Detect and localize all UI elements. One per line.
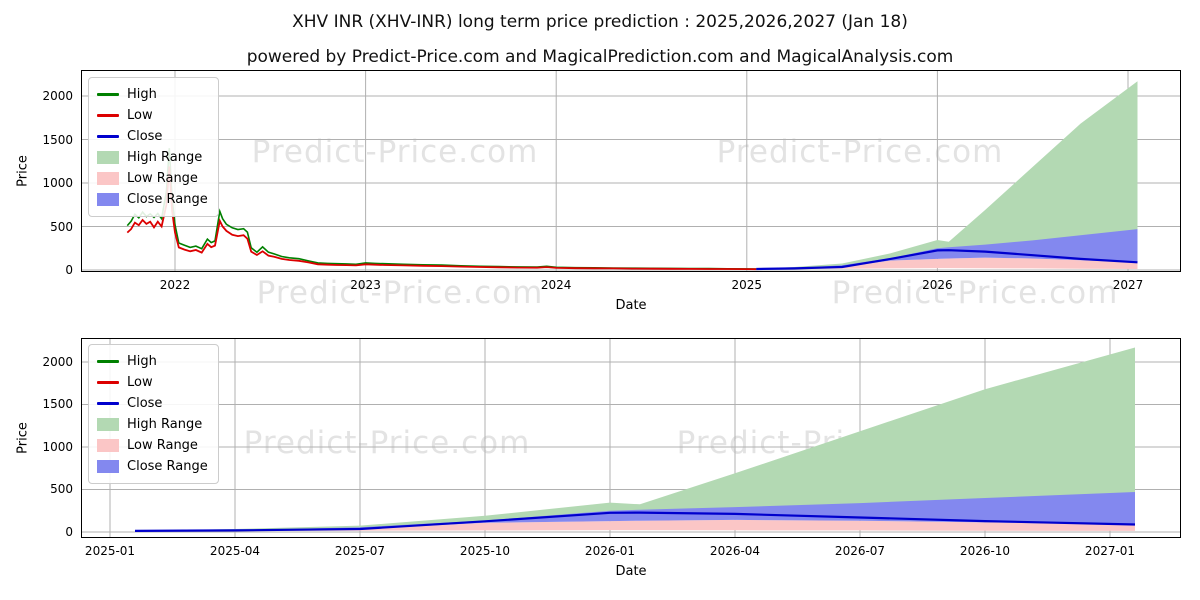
legend: High Low Close High Range Low Range Close Ran…	[88, 77, 219, 217]
watermark-text: Predict-Price.com	[243, 425, 531, 461]
x-tick-label: 2025	[731, 278, 763, 292]
x-tick-label: 2025-01	[84, 544, 136, 558]
y-tick-label: 1000	[42, 439, 73, 454]
x-tick-label: 2023	[350, 278, 381, 292]
y-axis-label: Price	[15, 422, 31, 454]
legend-label: Close	[127, 396, 163, 411]
y-tick-label: 0	[65, 262, 73, 277]
x-axis-label: Date	[615, 298, 647, 313]
y-tick-label: 1500	[42, 397, 73, 412]
legend-line-swatch	[97, 360, 119, 363]
y-tick-label: 0	[65, 524, 73, 539]
legend-patch-swatch	[97, 460, 119, 473]
legend-line-swatch	[97, 93, 119, 96]
x-tick-label: 2022	[159, 278, 191, 292]
x-tick-label: 2027	[1112, 278, 1144, 292]
legend-item: Close Range	[97, 456, 208, 477]
watermark-text: Predict-Price.com	[256, 275, 544, 311]
high-range-area	[135, 347, 1135, 531]
legend-item: Low	[97, 105, 208, 126]
legend-label: High	[127, 87, 157, 102]
plot-frame	[81, 70, 1181, 272]
legend: High Low Close High Range Low Range Close Ran…	[88, 344, 219, 484]
x-tick-label: 2026	[922, 278, 953, 292]
x-tick-label: 2027-01	[1084, 544, 1136, 558]
high-line	[126, 148, 757, 270]
x-tick-label: 2025-07	[334, 544, 386, 558]
plot-frame	[81, 338, 1181, 538]
x-tick-label: 2026-07	[834, 544, 886, 558]
legend-item: High	[97, 84, 208, 105]
y-tick-label: 500	[50, 482, 73, 497]
legend-patch-swatch	[97, 151, 119, 164]
x-tick-label: 2026-10	[959, 544, 1011, 558]
legend-line-swatch	[97, 402, 119, 405]
legend-line-swatch	[97, 381, 119, 384]
close-line	[134, 511, 1136, 532]
y-tick-label: 2000	[42, 354, 73, 369]
legend-item: Close Range	[97, 189, 208, 210]
legend-item: High Range	[97, 147, 208, 168]
x-axis-label: Date	[615, 564, 647, 579]
legend-label: Close Range	[127, 192, 208, 207]
close-range-area	[756, 229, 1138, 269]
x-tick-label: 2026-01	[584, 544, 636, 558]
prediction-detail-chart: 2025-01 2025-04 2025-07 2025-10 2026-01 2026-…	[16, 338, 1181, 579]
legend-label: Low	[127, 375, 153, 390]
legend-label: High	[127, 354, 157, 369]
legend-label: Close	[127, 129, 163, 144]
legend-item: Close	[97, 393, 208, 414]
legend-patch-swatch	[97, 193, 119, 206]
overview-chart: 2022 2023 2024 2025 2026 2027 0 500 1000 1500 2000…	[16, 70, 1181, 313]
x-tick-label: 2025-10	[459, 544, 511, 558]
y-tick-label: 2000	[42, 89, 73, 103]
y-tick-label: 1000	[42, 176, 73, 190]
y-tick-label: 1500	[42, 132, 73, 147]
x-tick-label: 2025-04	[209, 544, 261, 558]
x-tick-label: 2024	[540, 278, 572, 292]
legend-label: Low	[127, 108, 153, 123]
legend-line-swatch	[97, 114, 119, 117]
y-axis-label: Price	[15, 155, 31, 187]
high-range-area	[756, 81, 1138, 269]
close-range-area	[135, 492, 1135, 531]
page-title: XHV INR (XHV-INR) long term price predic…	[292, 12, 908, 32]
legend-label: High Range	[127, 417, 203, 432]
legend-label: Low Range	[127, 171, 198, 186]
legend-patch-swatch	[97, 418, 119, 431]
legend-item: Low Range	[97, 435, 208, 456]
legend-item: Close	[97, 126, 208, 147]
page-subtitle: powered by Predict-Price.com and Magical…	[246, 47, 954, 67]
legend-item: High Range	[97, 414, 208, 435]
legend-label: Close Range	[127, 459, 208, 474]
y-tick-label: 500	[50, 219, 73, 234]
legend-line-swatch	[97, 135, 119, 138]
legend-patch-swatch	[97, 439, 119, 452]
legend-patch-swatch	[97, 172, 119, 185]
watermark-text: Predict-Price.com	[831, 275, 1119, 311]
close-line	[756, 249, 1138, 271]
legend-label: Low Range	[127, 438, 198, 453]
x-tick-label: 2026-04	[709, 544, 761, 558]
legend-label: High Range	[127, 150, 203, 165]
legend-item: High	[97, 351, 208, 372]
legend-item: Low Range	[97, 168, 208, 189]
legend-item: Low	[97, 372, 208, 393]
